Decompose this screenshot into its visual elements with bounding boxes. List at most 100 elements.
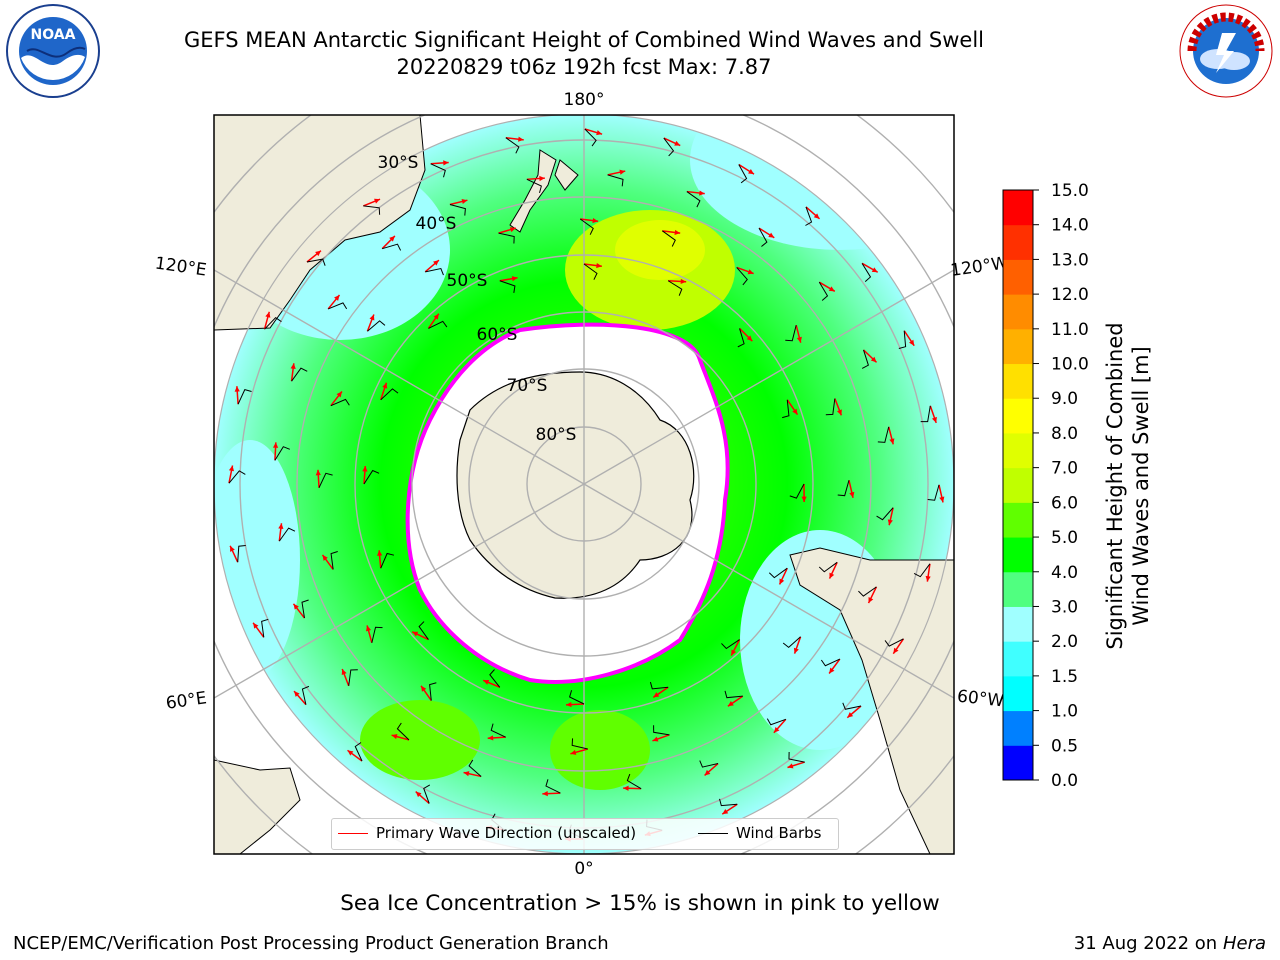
wind-barb — [363, 205, 381, 215]
wind-barb — [920, 405, 931, 423]
wave-arrow-head — [374, 198, 381, 204]
wave-arrow-head — [889, 438, 895, 445]
wind-barb — [842, 702, 862, 710]
wind-barb — [318, 472, 333, 488]
wave-arrow-head — [294, 691, 300, 697]
nws-logo — [1179, 4, 1273, 98]
wind-barb — [738, 164, 748, 184]
wave-arrow-head — [779, 578, 785, 585]
wind-barb — [274, 446, 290, 461]
legend-barb-line — [698, 833, 728, 834]
wave-arrow-head — [566, 701, 572, 708]
wave-arrow-head — [870, 356, 877, 363]
wave-arrow-head — [680, 278, 687, 285]
wind-barb — [498, 232, 515, 244]
wave-arrow-head — [893, 647, 899, 654]
wind-barb — [579, 218, 594, 235]
wave-arrow-head — [230, 545, 235, 552]
map-legend: Primary Wave Direction (unscaled) Wind B… — [331, 818, 839, 850]
footer-machine: Hera — [1222, 933, 1266, 954]
wave-arrow-head — [793, 647, 799, 654]
map-frame-content — [214, 115, 954, 854]
wave-arrow-head — [228, 465, 235, 472]
wave-arrow-head — [909, 339, 915, 346]
wind-barb — [626, 773, 642, 790]
wind-barb — [805, 206, 813, 226]
wave-arrow-head — [272, 442, 279, 448]
colorbar-swatch — [1003, 606, 1033, 642]
wave-arrow-head — [596, 130, 603, 136]
wind-barb — [818, 561, 838, 573]
wind-barb — [418, 621, 429, 640]
wave-arrow-head — [293, 603, 299, 610]
lat-label-50s: 50°S — [447, 271, 488, 291]
wave-arrow-head — [925, 575, 931, 582]
wind-barb — [571, 738, 588, 750]
wind-barb — [449, 204, 466, 216]
colorbar-tick-label: 5.0 — [1051, 528, 1078, 548]
wave-arrow-head — [849, 491, 855, 498]
wave-arrow-head — [939, 496, 945, 503]
colorbar-swatch — [1003, 259, 1033, 295]
wave-arrow-head — [433, 260, 439, 266]
colorbar-tick-label: 12.0 — [1051, 285, 1089, 305]
wave-arrow-head — [334, 294, 340, 301]
wave-arrow-head — [748, 169, 755, 175]
wave-arrow-head — [829, 572, 835, 579]
colorbar-ticks: 0.0 0.5 1.0 1.5 2.0 3.0 4.0 5.0 6.0 7.0 8.0 9.0 10.0… — [1033, 181, 1089, 791]
wind-barb — [468, 759, 482, 777]
wind-barb — [429, 682, 437, 701]
colorbar-border — [1002, 189, 1034, 781]
wind-barb — [649, 681, 669, 690]
wave-arrow-head — [619, 169, 626, 175]
wind-barb — [858, 586, 877, 597]
wind-barb — [330, 551, 338, 570]
wind-barb — [396, 722, 410, 741]
colorbar-tick-label: 7.0 — [1051, 459, 1078, 479]
wind-barb — [382, 243, 402, 251]
wave-arrow-head — [871, 267, 878, 273]
colorbar-swatch — [1003, 745, 1033, 781]
colorbar-tick-label: 0.0 — [1051, 771, 1078, 791]
colorbar-label: Significant Height of Combined Wind Wave… — [1102, 306, 1154, 666]
wave-arrow-head — [511, 276, 518, 282]
colorbar-swatch — [1003, 537, 1033, 573]
wave-arrow-head — [731, 649, 737, 656]
wind-barb — [301, 685, 310, 705]
wave-arrow-head — [836, 409, 842, 416]
wind-barb — [363, 469, 380, 485]
colorbar-swatch — [1003, 224, 1033, 260]
wave-arrow-head — [847, 712, 854, 718]
wave-arrow-head — [829, 667, 835, 674]
colorbar-label-line2: Wind Waves and Swell [m] — [1129, 346, 1153, 626]
wave-arrow-head — [570, 749, 577, 755]
wave-arrow-head — [674, 229, 681, 235]
wave-arrow-head — [828, 286, 835, 292]
wind-barb — [667, 280, 683, 296]
wind-barb — [264, 317, 282, 330]
wave-arrow-head — [704, 769, 711, 776]
wave-arrow-head — [699, 190, 705, 196]
lat-label-80s: 80°S — [536, 425, 577, 445]
wind-barb — [301, 599, 309, 619]
wind-barbs — [228, 128, 940, 840]
wave-arrow-head — [290, 363, 296, 369]
wind-barb — [663, 137, 675, 157]
wind-barb — [261, 618, 269, 638]
wind-barb — [380, 552, 395, 569]
wave-arrow-head — [653, 692, 660, 698]
colorbar-tick-label: 6.0 — [1051, 493, 1078, 513]
colorbar-tick-label: 3.0 — [1051, 597, 1078, 617]
lon-label-120e: 120°E — [154, 254, 208, 281]
footer-branch: NCEP/EMC/Verification Post Processing Pr… — [13, 933, 609, 954]
wind-barb — [884, 638, 904, 647]
wave-arrow-head — [796, 336, 802, 343]
footer-date-text: 31 Aug 2022 on — [1073, 933, 1218, 954]
wave-arrow-head — [539, 175, 545, 182]
wave-arrow-head — [315, 469, 321, 476]
wave-arrow-head — [377, 550, 383, 556]
wind-barb — [423, 784, 431, 804]
wind-barb — [789, 483, 805, 499]
colorbar-tick-label: 0.5 — [1051, 736, 1078, 756]
colorbar-label-line1: Significant Height of Combined — [1103, 322, 1127, 650]
